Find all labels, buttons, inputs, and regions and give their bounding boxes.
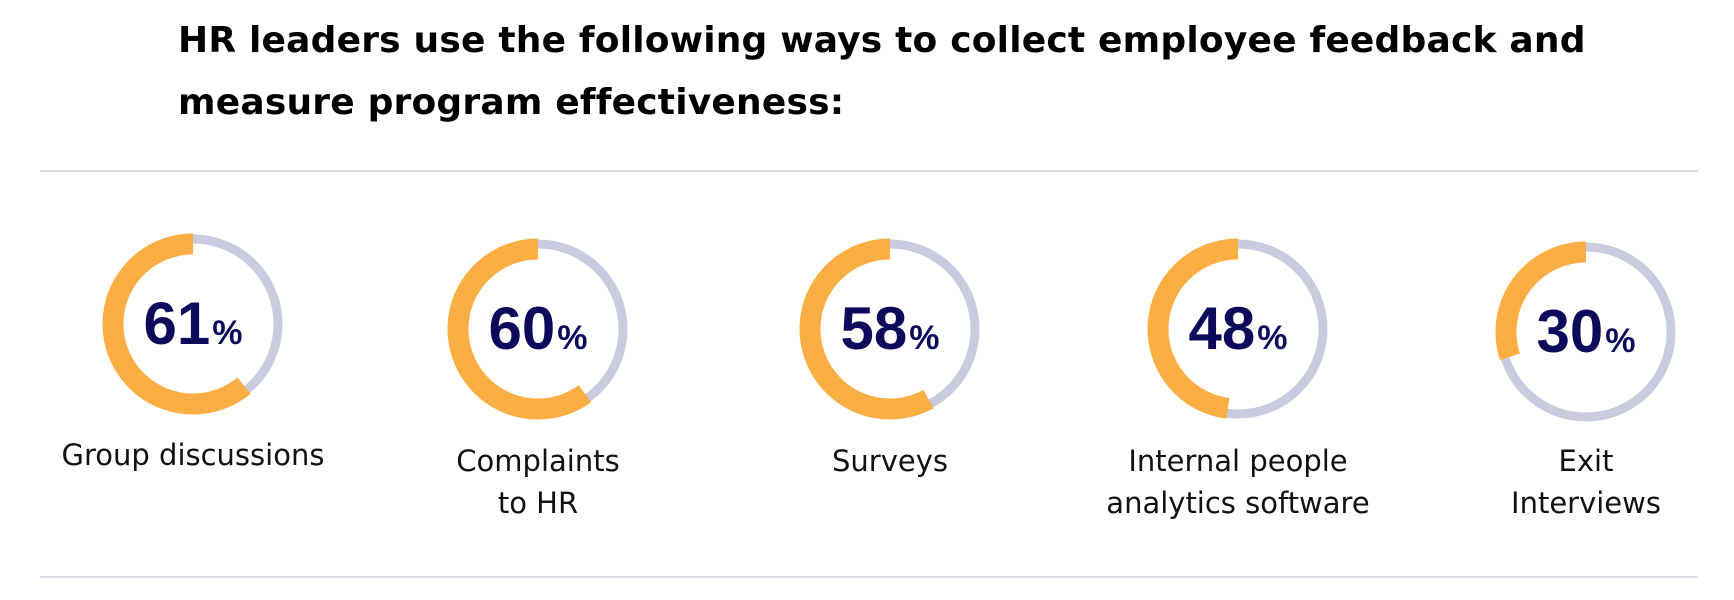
value-label: 61% — [144, 290, 243, 357]
category-label-line: Interviews — [1511, 486, 1661, 520]
donut-value-arc — [102, 233, 251, 415]
value-label: 48% — [1189, 295, 1288, 362]
donut-value-arc — [447, 238, 592, 420]
value-number: 58 — [841, 295, 908, 362]
value-percent-sign: % — [212, 314, 242, 352]
value-label: 60% — [489, 295, 588, 362]
value-number: 30 — [1537, 298, 1604, 365]
donut-3: 58% — [799, 238, 980, 420]
category-label: Internal people analytics software — [1078, 440, 1398, 524]
chart-title: HR leaders use the following ways to col… — [178, 20, 1586, 123]
donut-value-arc — [799, 238, 934, 420]
value-percent-sign: % — [1605, 322, 1635, 360]
value-percent-sign: % — [1257, 319, 1287, 357]
category-label-line: Surveys — [832, 444, 948, 478]
category-label-line: to HR — [497, 486, 579, 520]
donut-value-arc — [1147, 238, 1239, 419]
value-label: 58% — [841, 295, 940, 362]
category-label: Surveys — [730, 440, 1050, 482]
category-label-line: Complaints — [456, 444, 620, 478]
donut-value-arc — [1495, 241, 1587, 360]
category-label-line: Exit — [1558, 444, 1614, 478]
value-number: 48 — [1189, 295, 1256, 362]
category-label: Complaints to HR — [378, 440, 698, 524]
top-divider — [40, 170, 1698, 172]
value-label: 30% — [1537, 298, 1636, 365]
category-label-line: Internal people — [1128, 444, 1348, 478]
value-number: 61 — [144, 290, 211, 357]
value-number: 60 — [489, 295, 556, 362]
donut-2: 60% — [447, 238, 628, 420]
donut-5: 30% — [1495, 241, 1676, 422]
category-label-line: analytics software — [1106, 486, 1370, 520]
category-label: Group discussions — [33, 434, 353, 476]
donut-1: 61% — [102, 233, 283, 415]
category-label: Exit Interviews — [1426, 440, 1734, 524]
value-percent-sign: % — [557, 319, 587, 357]
donut-4: 48% — [1147, 238, 1328, 419]
bottom-divider — [40, 576, 1698, 578]
value-percent-sign: % — [909, 319, 939, 357]
category-label-line: Group discussions — [61, 438, 325, 472]
